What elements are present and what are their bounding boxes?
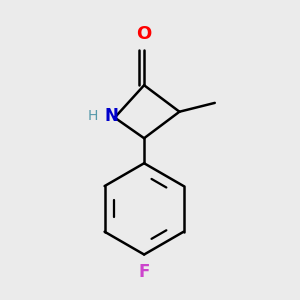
Text: O: O [136, 25, 152, 43]
Text: H: H [88, 109, 98, 123]
Text: N: N [105, 107, 119, 125]
Text: F: F [138, 263, 150, 281]
